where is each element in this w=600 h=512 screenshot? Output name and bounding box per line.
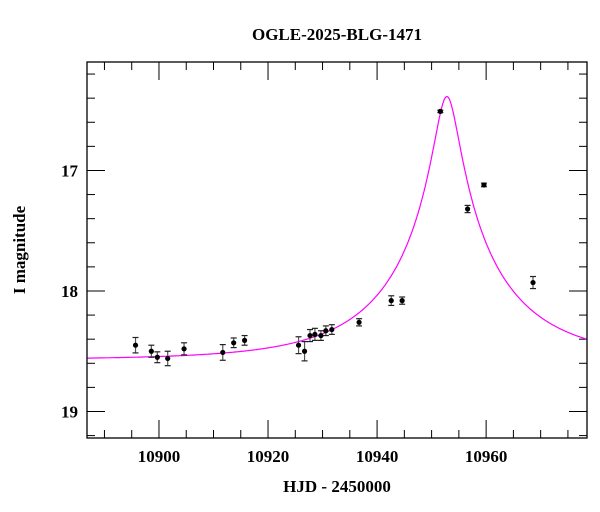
data-point [464,206,471,212]
y-tick-label: 18 [61,282,78,301]
data-point [329,326,335,333]
data-point [323,328,329,334]
plot-frame [86,61,588,439]
data-point [312,331,318,337]
data-point [307,332,313,339]
data-point [388,298,394,304]
data-point [481,182,487,188]
data-point [356,319,362,325]
x-tick-label: 10940 [356,447,399,466]
x-tick-labels: 10900 10920 10940 10960 [138,447,508,466]
data-point [132,342,139,348]
x-tick-label: 10900 [138,447,181,466]
x-axis-label: HJD - 2450000 [283,477,391,496]
data-point [181,346,187,352]
data-point [318,332,324,339]
data-point [301,348,308,354]
y-tick-labels: 17 18 19 [61,161,79,421]
data-point [295,342,302,348]
y-tick-label: 19 [61,402,78,421]
data-point [530,279,536,286]
data-point [154,354,160,360]
model-curve [87,95,587,359]
data-point [220,349,226,356]
y-tick-label: 17 [61,161,79,180]
chart-title: OGLE-2025-BLG-1471 [252,25,422,44]
data-point [148,348,154,354]
data-points [132,108,537,367]
axis-ticks [87,62,587,438]
data-point [241,337,248,343]
x-tick-label: 10920 [247,447,290,466]
data-point [399,298,405,304]
data-point [165,355,171,362]
data-point [231,340,237,346]
data-point [437,108,443,115]
x-tick-label: 10960 [465,447,508,466]
y-axis-label: I magnitude [10,205,29,294]
